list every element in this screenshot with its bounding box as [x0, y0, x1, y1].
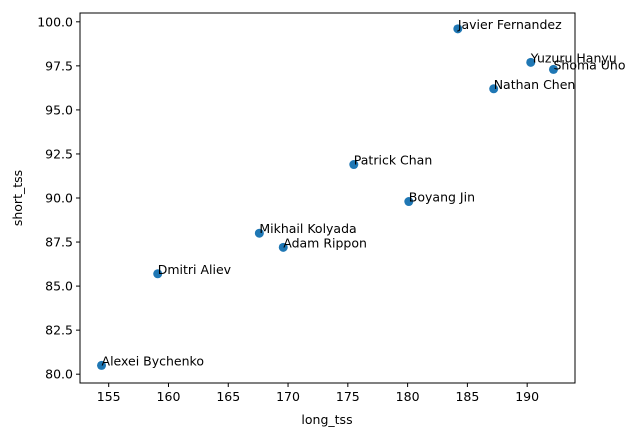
x-tick-label: 170 [276, 389, 300, 404]
x-tick-label: 155 [97, 389, 121, 404]
x-tick-label: 165 [216, 389, 240, 404]
point-label: Boyang Jin [409, 190, 475, 205]
data-point [278, 242, 288, 252]
data-points [97, 24, 558, 370]
point-label: Dmitri Aliev [158, 262, 232, 277]
x-axis-label: long_tss [301, 412, 352, 427]
point-label: Adam Rippon [283, 235, 367, 250]
y-tick-label: 97.5 [45, 58, 73, 73]
data-point [254, 228, 264, 238]
x-tick-label: 185 [455, 389, 479, 404]
y-axis-label: short_tss [10, 170, 25, 226]
plot-area [79, 12, 576, 384]
data-point [97, 360, 107, 370]
y-tick-label: 90.0 [45, 191, 73, 206]
point-label: Mikhail Kolyada [259, 221, 356, 236]
x-axis: 155 160 165 170 175 180 185 190 [97, 383, 539, 404]
point-label: Patrick Chan [354, 153, 432, 168]
y-tick-label: 82.5 [45, 323, 73, 338]
point-label: Nathan Chen [494, 77, 576, 92]
data-point [153, 269, 163, 279]
x-tick-label: 160 [157, 389, 181, 404]
data-point [526, 57, 536, 67]
data-point [404, 197, 414, 207]
y-axis: 80.0 82.5 85.0 87.5 90.0 92.5 95.0 97.5 100.0 [37, 14, 80, 382]
data-point [489, 84, 499, 94]
y-tick-label: 92.5 [45, 146, 73, 161]
data-point [453, 24, 463, 34]
y-tick-label: 100.0 [37, 14, 73, 29]
point-label: Javier Fernandez [457, 17, 562, 32]
point-label: Yuzuru Hanyu [530, 50, 617, 65]
y-tick-label: 87.5 [45, 235, 73, 250]
point-label: Alexei Bychenko [102, 353, 204, 368]
point-label: Shoma Uno [553, 57, 625, 72]
data-point [548, 64, 558, 74]
x-tick-label: 180 [396, 389, 420, 404]
y-tick-label: 95.0 [45, 102, 73, 117]
x-tick-label: 175 [336, 389, 360, 404]
y-tick-label: 85.0 [45, 279, 73, 294]
x-tick-label: 190 [515, 389, 539, 404]
y-tick-label: 80.0 [45, 367, 73, 382]
data-point [349, 160, 359, 170]
